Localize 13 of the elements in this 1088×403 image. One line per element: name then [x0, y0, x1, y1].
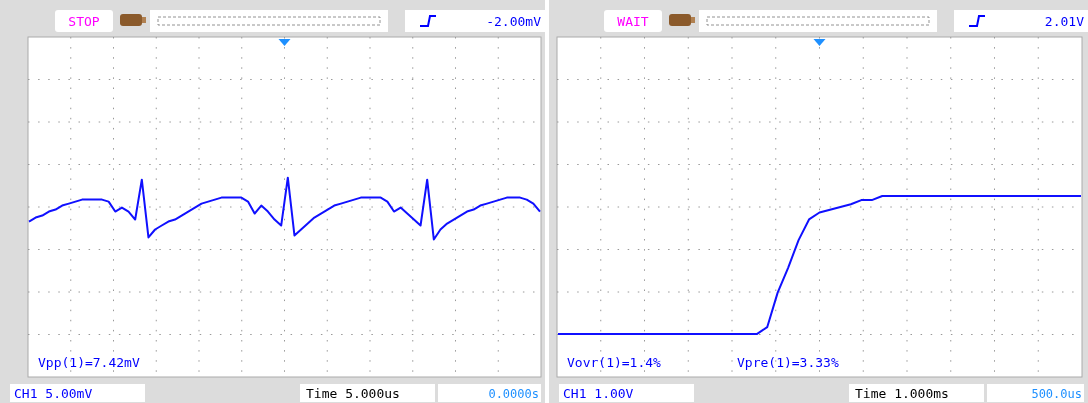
text: 0.0000s: [488, 387, 539, 401]
text: 500.0us: [1031, 387, 1082, 401]
text: CH1 5.00mV: [14, 386, 93, 401]
text: WAIT: [617, 14, 649, 29]
text: -2.00mV: [486, 14, 542, 29]
text: Time 1.000ms: [855, 386, 949, 401]
text: Vovr(1)=1.4%: [567, 355, 662, 370]
text: Time 5.000us: [306, 386, 400, 401]
text: STOP: [68, 14, 100, 29]
text: 2.01V: [1044, 14, 1085, 29]
text: CH1 1.00V: [563, 386, 634, 401]
annotation: Vpp(1)=7.42mV: [38, 355, 140, 370]
text: Vpre(1)=3.33%: [737, 355, 839, 370]
